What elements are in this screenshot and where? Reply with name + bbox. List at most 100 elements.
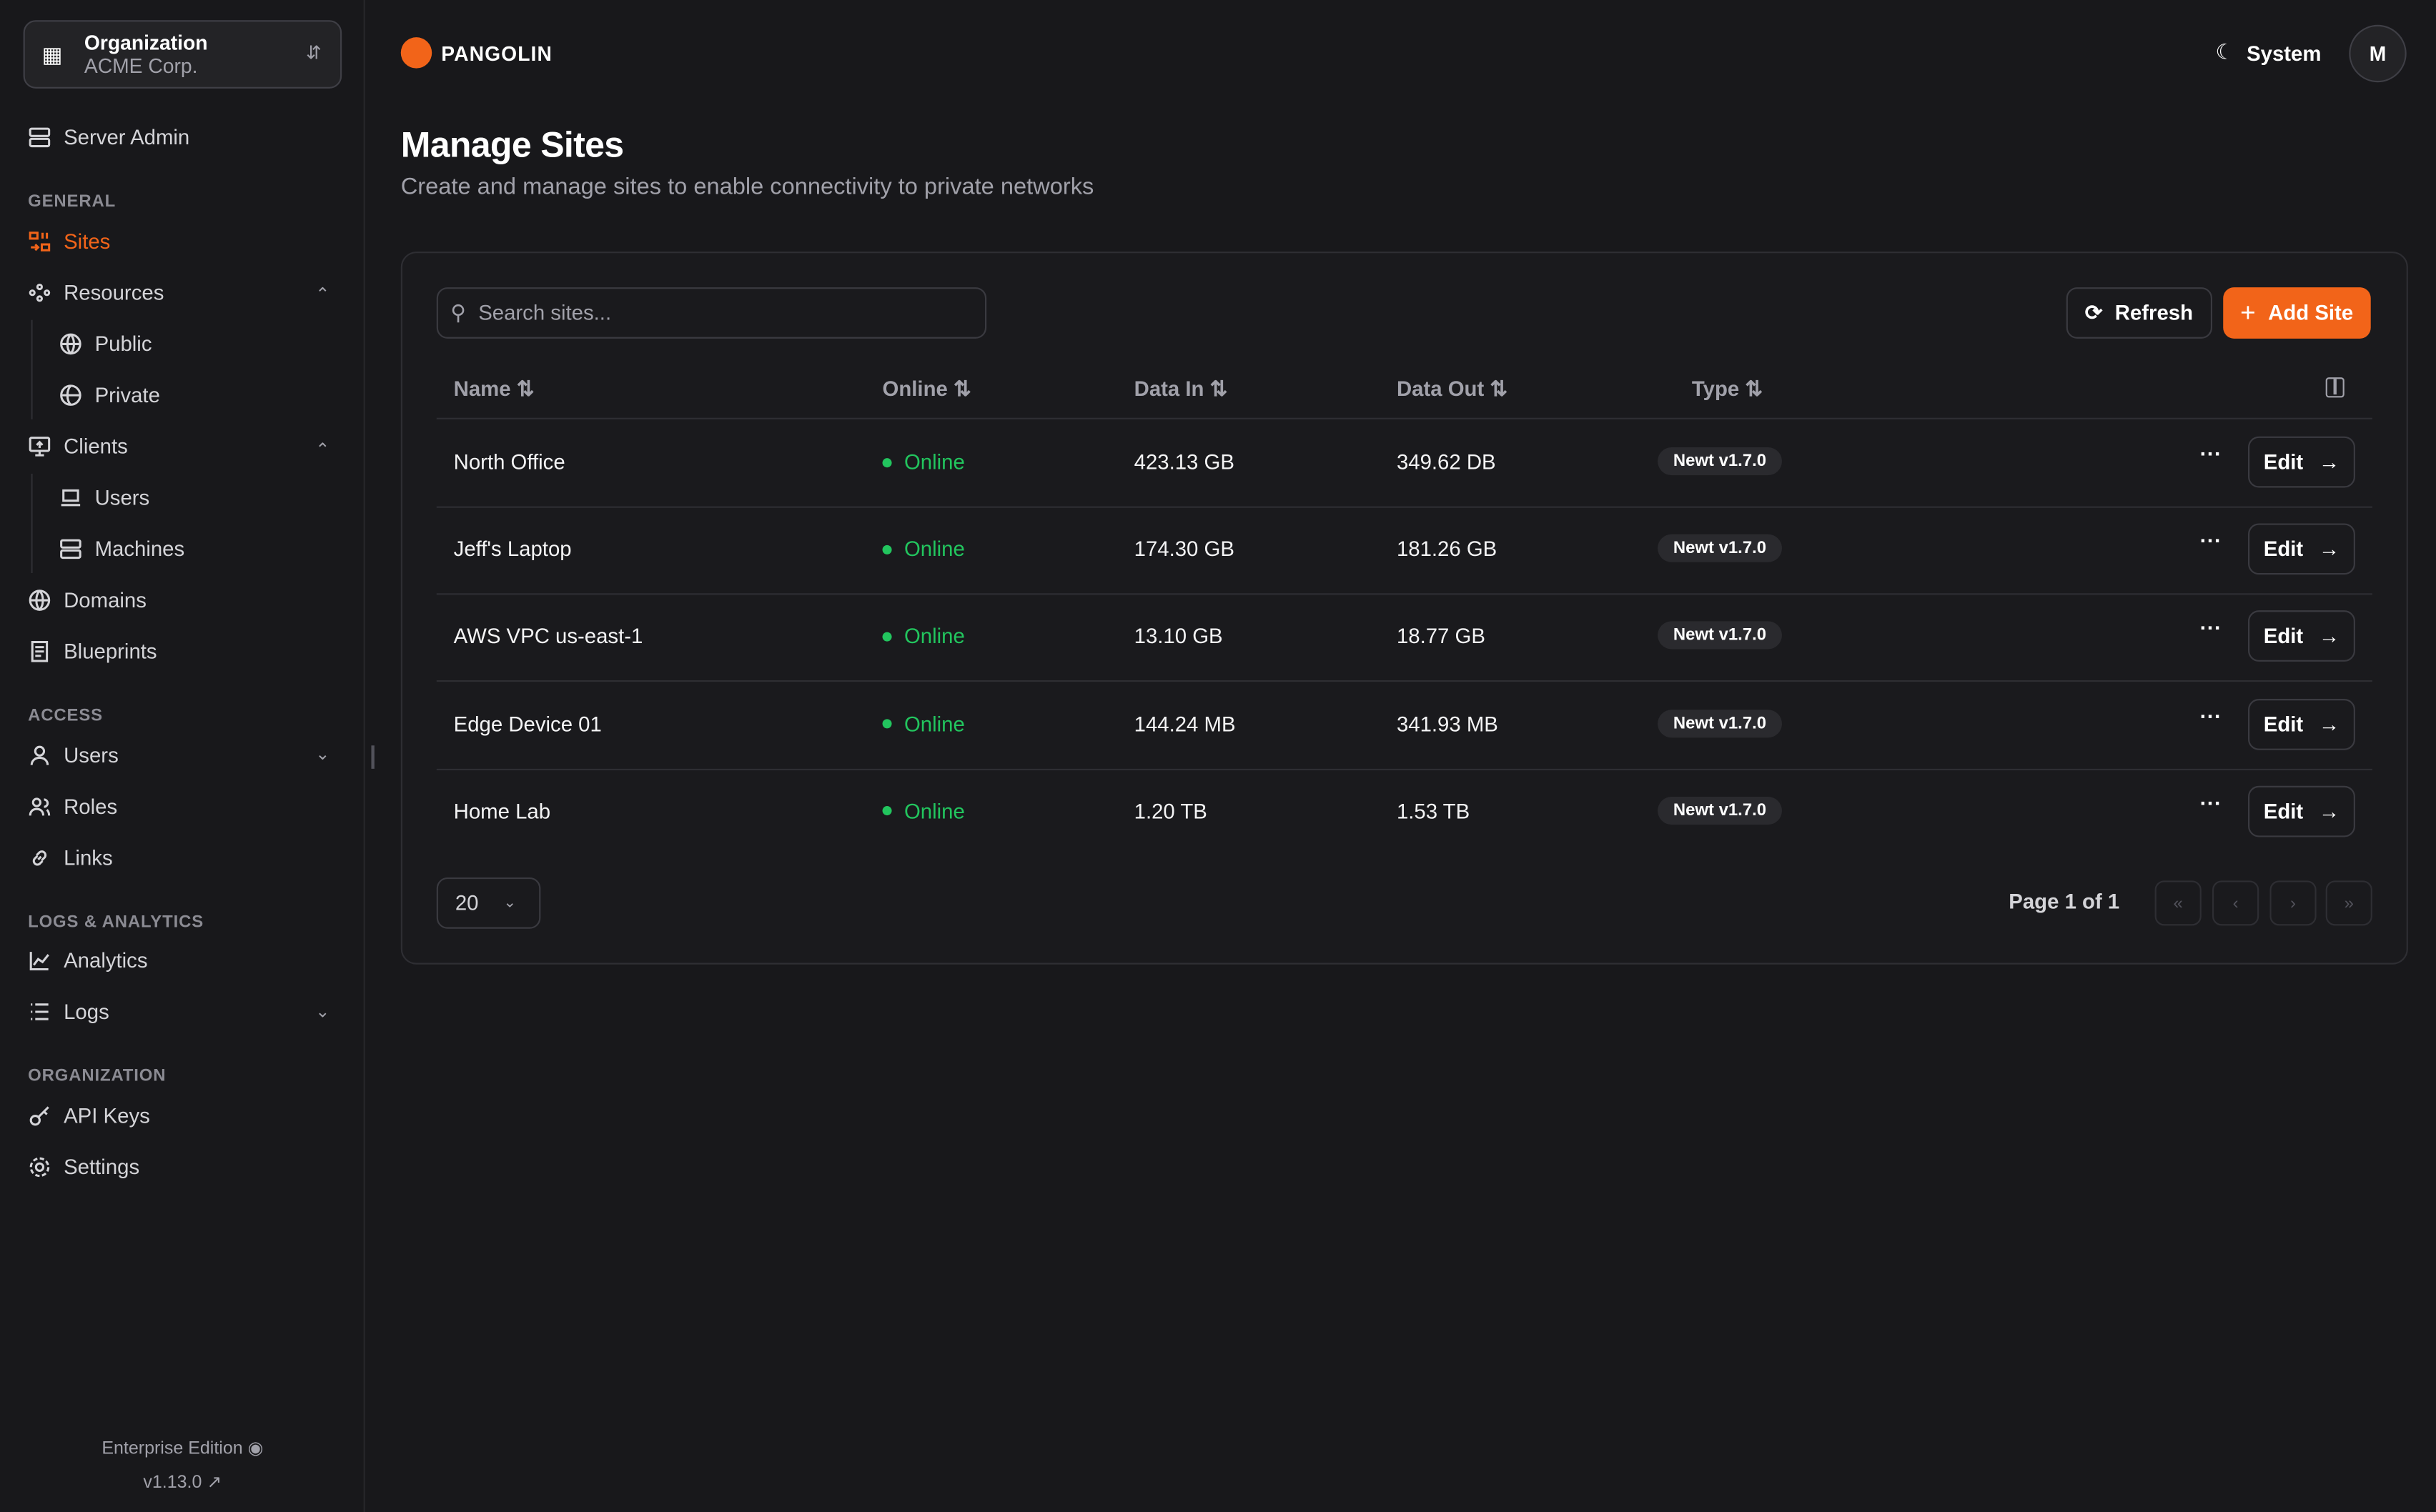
column-header-online[interactable]: Online ⇅ bbox=[883, 377, 971, 402]
nav-clients[interactable]: Clients bbox=[28, 434, 128, 459]
nav-domains[interactable]: Domains bbox=[28, 589, 147, 612]
edition-label[interactable]: Enterprise Edition ◉ bbox=[0, 1436, 365, 1458]
site-name[interactable]: Jeff's Laptop bbox=[453, 537, 572, 562]
sort-icon: ⇅ bbox=[1209, 377, 1228, 401]
label: Links bbox=[64, 846, 113, 870]
sidebar-resize-handle[interactable] bbox=[371, 745, 375, 769]
nav-settings[interactable]: Settings bbox=[28, 1155, 139, 1179]
server-icon bbox=[29, 127, 51, 148]
column-header-data-out[interactable]: Data Out ⇅ bbox=[1397, 377, 1507, 402]
receipt-icon bbox=[31, 640, 49, 662]
chart-line-icon bbox=[29, 952, 49, 971]
nav-sites[interactable]: Sites bbox=[28, 230, 110, 253]
more-actions-icon[interactable]: ··· bbox=[2199, 790, 2222, 815]
version-text: v1.13.0 bbox=[143, 1473, 202, 1493]
label: Users bbox=[64, 744, 119, 767]
site-name[interactable]: Home Lab bbox=[453, 799, 551, 823]
table-row[interactable]: AWS VPC us-east-1 Online 13.10 GB 18.77 … bbox=[436, 594, 2372, 683]
label: Clients bbox=[64, 434, 128, 459]
nav-logs[interactable]: Logs bbox=[28, 1000, 109, 1023]
version-link[interactable]: v1.13.0 ↗ bbox=[0, 1471, 365, 1493]
search-icon: ⚲ bbox=[450, 300, 466, 324]
last-page-button[interactable]: » bbox=[2325, 880, 2372, 926]
more-actions-icon[interactable]: ··· bbox=[2199, 441, 2222, 467]
nav-blueprints[interactable]: Blueprints bbox=[28, 640, 157, 663]
sort-icon: ⇅ bbox=[516, 377, 535, 401]
chevron-up-icon[interactable]: ⌃ bbox=[315, 441, 330, 460]
more-actions-icon[interactable]: ··· bbox=[2199, 528, 2222, 554]
arrow-right-icon: → bbox=[2318, 537, 2340, 562]
site-name[interactable]: North Office bbox=[453, 450, 565, 474]
label: Settings bbox=[64, 1155, 140, 1179]
status-text: Online bbox=[903, 625, 965, 649]
table-row[interactable]: Home Lab Online 1.20 TB 1.53 TB Newt v1.… bbox=[437, 768, 2372, 855]
column-header-data-in[interactable]: Data In ⇅ bbox=[1134, 377, 1228, 402]
add-site-button[interactable]: + Add Site bbox=[2223, 287, 2371, 339]
column-header-type[interactable]: Type ⇅ bbox=[1692, 377, 1763, 402]
type-badge: Newt v1.7.0 bbox=[1658, 534, 1782, 563]
theme-toggle[interactable]: ☾ System bbox=[2215, 41, 2321, 66]
edit-button[interactable]: Edit → bbox=[2248, 523, 2355, 575]
status-dot-icon bbox=[882, 719, 892, 729]
chevron-down-icon[interactable]: ⌄ bbox=[315, 745, 330, 765]
type-badge: Newt v1.7.0 bbox=[1658, 447, 1782, 476]
column-header-name[interactable]: Name ⇅ bbox=[454, 377, 535, 402]
label: Blueprints bbox=[64, 640, 157, 664]
nav-resources[interactable]: Resources bbox=[28, 281, 164, 304]
sites-card: ⚲ Search sites... ⟳ Refresh + Add Site Name… bbox=[400, 252, 2408, 965]
nav-roles[interactable]: Roles bbox=[28, 795, 117, 818]
list-icon bbox=[31, 1003, 49, 1020]
type-badge: Newt v1.7.0 bbox=[1658, 709, 1782, 737]
more-actions-icon[interactable]: ··· bbox=[2199, 702, 2222, 728]
chevron-up-icon[interactable]: ⌃ bbox=[315, 285, 330, 305]
refresh-button[interactable]: ⟳ Refresh bbox=[2066, 287, 2212, 339]
status-dot-icon bbox=[882, 806, 892, 816]
next-page-button[interactable]: › bbox=[2269, 880, 2317, 926]
org-switcher[interactable]: ▦ Organization ACME Corp. ⇵ bbox=[23, 20, 342, 89]
nav-analytics[interactable]: Analytics bbox=[28, 949, 148, 973]
page-size-select[interactable]: 20 ⌄ bbox=[436, 877, 541, 929]
type-badge: Newt v1.7.0 bbox=[1658, 796, 1782, 825]
edit-button[interactable]: Edit → bbox=[2248, 698, 2355, 750]
columns-toggle-icon[interactable] bbox=[2325, 377, 2345, 398]
more-actions-icon[interactable]: ··· bbox=[2199, 615, 2222, 641]
page-title: Manage Sites bbox=[400, 124, 624, 165]
table-row[interactable]: Jeff's Laptop Online 174.30 GB 181.26 GB… bbox=[436, 507, 2372, 595]
nav-private[interactable]: Private bbox=[59, 384, 160, 407]
nav-server-admin[interactable]: Server Admin bbox=[28, 126, 189, 149]
nav-api-keys[interactable]: API Keys bbox=[28, 1104, 150, 1128]
nav-machines[interactable]: Machines bbox=[59, 537, 184, 561]
nav-client-users[interactable]: Users bbox=[59, 486, 149, 509]
col-label: Name bbox=[453, 377, 511, 401]
page-info: Page 1 of 1 bbox=[2009, 890, 2120, 914]
search-input[interactable]: ⚲ Search sites... bbox=[436, 287, 987, 339]
data-in: 423.13 GB bbox=[1134, 450, 1234, 474]
edit-button[interactable]: Edit → bbox=[2248, 611, 2355, 662]
status-cell: Online bbox=[882, 625, 965, 649]
edit-button[interactable]: Edit → bbox=[2248, 785, 2355, 837]
data-out: 1.53 TB bbox=[1396, 799, 1470, 823]
sort-icon: ⇅ bbox=[1745, 377, 1763, 401]
brand[interactable]: PANGOLIN bbox=[400, 37, 553, 69]
nav-links[interactable]: Links bbox=[28, 846, 113, 870]
status-dot-icon bbox=[882, 544, 892, 554]
nav-users[interactable]: Users bbox=[28, 744, 119, 767]
type-badge: Newt v1.7.0 bbox=[1658, 622, 1782, 650]
status-dot-icon bbox=[882, 632, 892, 642]
prev-page-button[interactable]: ‹ bbox=[2212, 880, 2259, 926]
edit-button[interactable]: Edit → bbox=[2248, 436, 2355, 488]
first-page-button[interactable]: « bbox=[2154, 880, 2202, 926]
chevron-down-icon[interactable]: ⌄ bbox=[315, 1003, 330, 1023]
external-link-icon: ↗ bbox=[207, 1473, 222, 1493]
table-row[interactable]: Edge Device 01 Online 144.24 MB 341.93 M… bbox=[436, 681, 2372, 770]
site-name[interactable]: Edge Device 01 bbox=[453, 712, 602, 736]
arrow-right-icon: → bbox=[2318, 799, 2340, 823]
avatar[interactable]: M bbox=[2349, 24, 2407, 83]
data-in: 13.10 GB bbox=[1134, 625, 1223, 649]
globe-lock-icon bbox=[60, 384, 81, 406]
site-name[interactable]: AWS VPC us-east-1 bbox=[453, 625, 643, 649]
nav-public[interactable]: Public bbox=[59, 332, 152, 356]
col-label: Type bbox=[1691, 377, 1740, 401]
table-row[interactable]: North Office Online 423.13 GB 349.62 DB … bbox=[436, 419, 2372, 508]
status-cell: Online bbox=[882, 450, 965, 474]
